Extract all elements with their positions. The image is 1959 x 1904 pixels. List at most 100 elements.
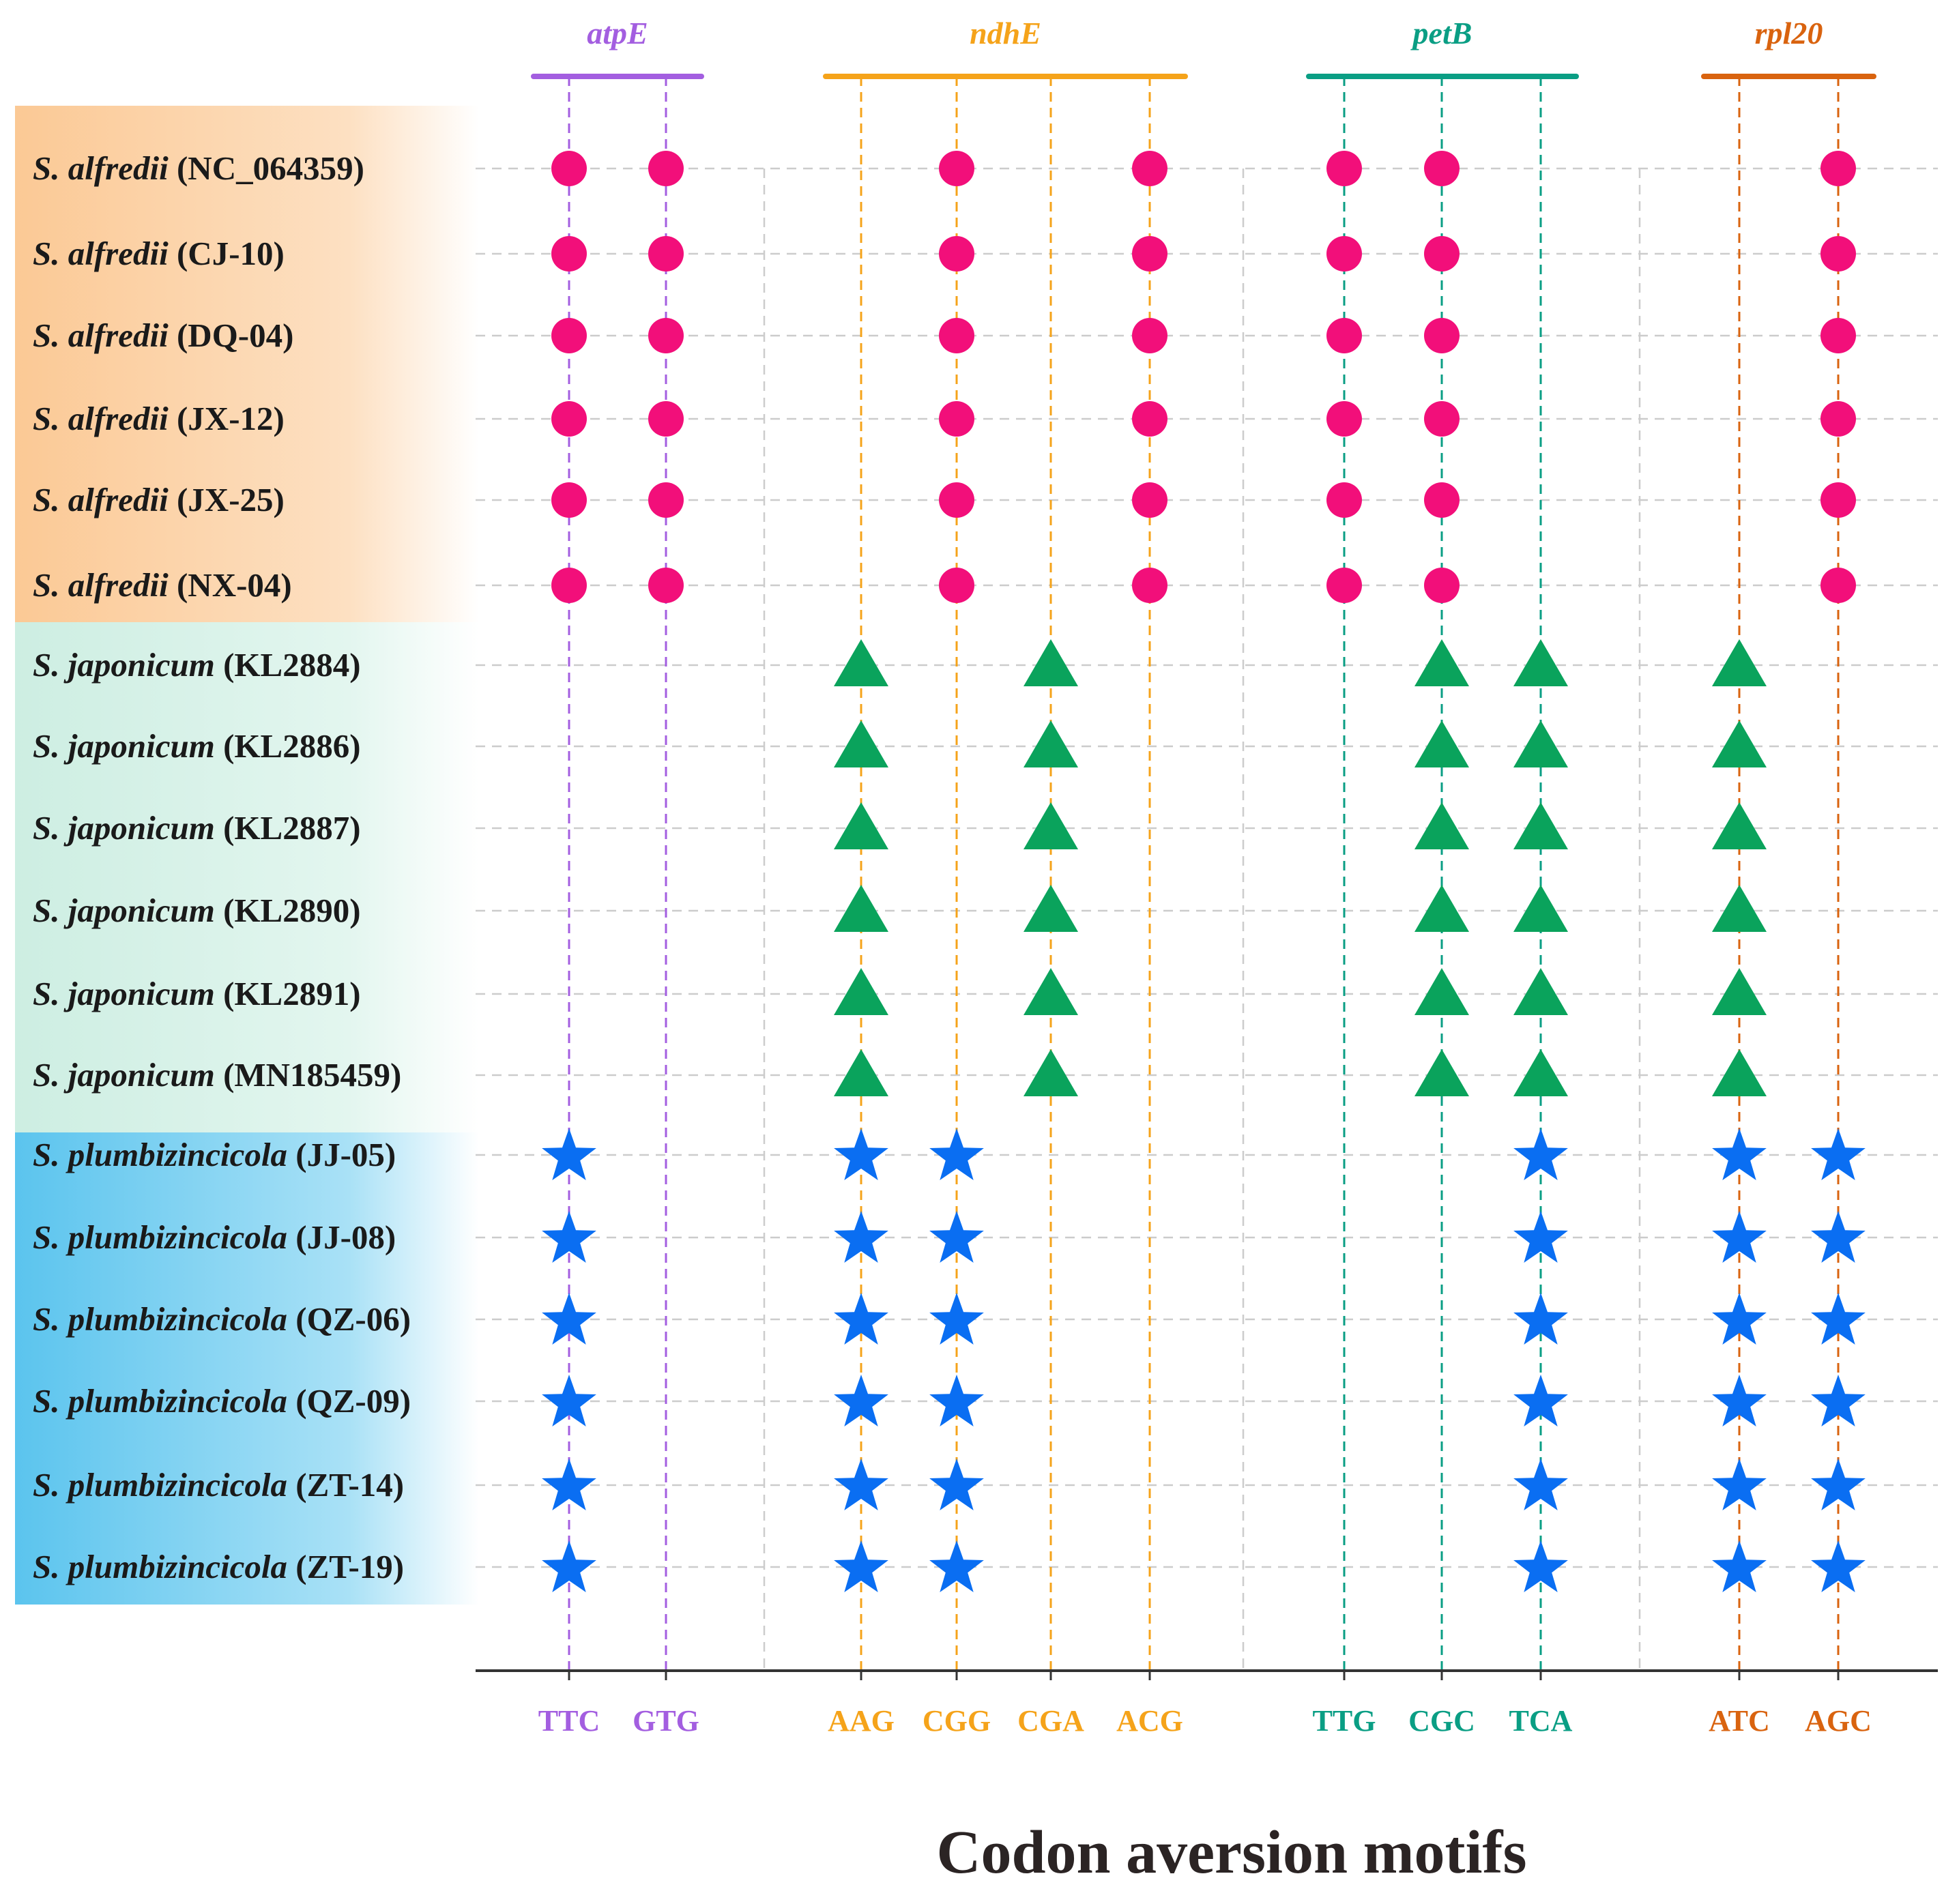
marker-JX-12-ACG xyxy=(1132,401,1167,437)
marker-NX-04-TTC xyxy=(551,568,587,603)
marker-ZT-14-ATC xyxy=(1712,1459,1767,1510)
species-name: S. japonicum xyxy=(33,892,215,929)
marker-CJ-10-CGC xyxy=(1424,236,1460,272)
marker-KL2887-ATC xyxy=(1712,802,1767,849)
marker-KL2891-CGC xyxy=(1414,968,1469,1015)
markers xyxy=(542,151,1866,1592)
marker-JX-25-GTG xyxy=(648,482,684,518)
marker-JX-12-TTC xyxy=(551,401,587,437)
row-label-NC_064359: S. alfredii (NC_064359) xyxy=(33,149,364,187)
species-name: S. alfredii xyxy=(33,317,169,354)
marker-DQ-04-AGC xyxy=(1820,318,1856,353)
x-axis xyxy=(476,1669,1938,1680)
species-name: S. plumbizincicola xyxy=(33,1136,287,1173)
row-label-KL2887: S. japonicum (KL2887) xyxy=(33,809,361,847)
marker-ZT-19-TTC xyxy=(542,1540,596,1592)
marker-JX-25-AGC xyxy=(1820,482,1856,518)
marker-QZ-06-TTC xyxy=(542,1293,596,1345)
row-label-CJ-10: S. alfredii (CJ-10) xyxy=(33,235,285,272)
sample-id: (KL2884) xyxy=(215,646,361,684)
marker-JJ-05-CGG xyxy=(929,1128,984,1180)
sample-id: (KL2886) xyxy=(215,727,361,765)
codon-label-AAG: AAG xyxy=(828,1704,895,1738)
gene-title-petB: petB xyxy=(1410,16,1472,50)
marker-KL2891-CGA xyxy=(1024,968,1078,1015)
marker-KL2886-CGC xyxy=(1414,720,1469,767)
marker-CJ-10-GTG xyxy=(648,236,684,272)
marker-KL2890-CGA xyxy=(1024,885,1078,932)
row-label-NX-04: S. alfredii (NX-04) xyxy=(33,566,292,604)
marker-DQ-04-GTG xyxy=(648,318,684,353)
sample-id: (DQ-04) xyxy=(169,317,294,354)
marker-ZT-14-AGC xyxy=(1811,1459,1866,1510)
codon-label-CGG: CGG xyxy=(923,1704,991,1738)
marker-JJ-08-ATC xyxy=(1712,1211,1767,1263)
marker-JX-12-CGG xyxy=(939,401,974,437)
codon-label-TTC: TTC xyxy=(538,1704,600,1738)
sample-id: (JX-25) xyxy=(169,481,285,518)
marker-NX-04-CGG xyxy=(939,568,974,603)
row-label-QZ-09: S. plumbizincicola (QZ-09) xyxy=(33,1382,411,1420)
marker-ZT-14-AAG xyxy=(834,1459,888,1510)
marker-MN185459-CGC xyxy=(1414,1049,1469,1096)
codon-label-TCA: TCA xyxy=(1509,1704,1573,1738)
marker-KL2891-TCA xyxy=(1513,968,1568,1015)
sample-id: (KL2890) xyxy=(215,892,361,929)
row-label-KL2884: S. japonicum (KL2884) xyxy=(33,646,361,684)
species-name: S. japonicum xyxy=(33,727,215,765)
gene-brackets: atpE ndhE petB rpl20 xyxy=(531,16,1876,79)
marker-JX-12-GTG xyxy=(648,401,684,437)
marker-JX-25-CGG xyxy=(939,482,974,518)
marker-DQ-04-TTC xyxy=(551,318,587,353)
marker-KL2890-ATC xyxy=(1712,885,1767,932)
group-band-1 xyxy=(15,622,479,1132)
marker-MN185459-TCA xyxy=(1513,1049,1568,1096)
row-label-ZT-14: S. plumbizincicola (ZT-14) xyxy=(33,1466,404,1504)
marker-KL2884-TCA xyxy=(1513,639,1568,686)
species-name: S. plumbizincicola xyxy=(33,1548,287,1585)
marker-KL2884-CGC xyxy=(1414,639,1469,686)
species-name: S. alfredii xyxy=(33,149,169,187)
marker-JX-25-TTC xyxy=(551,482,587,518)
marker-KL2884-AAG xyxy=(834,639,888,686)
sample-id: (MN185459) xyxy=(215,1056,402,1094)
marker-JJ-05-TTC xyxy=(542,1128,596,1180)
marker-KL2887-AAG xyxy=(834,802,888,849)
sample-id: (JX-12) xyxy=(169,400,285,437)
marker-KL2890-CGC xyxy=(1414,885,1469,932)
marker-ZT-19-AAG xyxy=(834,1540,888,1592)
marker-MN185459-ATC xyxy=(1712,1049,1767,1096)
sample-id: (CJ-10) xyxy=(169,235,285,272)
species-name: S. japonicum xyxy=(33,809,215,847)
sample-id: (KL2891) xyxy=(215,975,361,1012)
marker-ZT-19-AGC xyxy=(1811,1540,1866,1592)
marker-DQ-04-CGC xyxy=(1424,318,1460,353)
marker-ZT-19-ATC xyxy=(1712,1540,1767,1592)
gene-title-rpl20: rpl20 xyxy=(1755,16,1823,50)
group-band-2 xyxy=(15,1132,479,1605)
codon-guide-lines xyxy=(568,76,1840,1671)
group-band-0 xyxy=(15,106,479,622)
sample-id: (QZ-06) xyxy=(287,1300,411,1338)
marker-KL2886-ATC xyxy=(1712,720,1767,767)
marker-CJ-10-TTG xyxy=(1326,236,1362,272)
marker-CJ-10-TTC xyxy=(551,236,587,272)
marker-NX-04-GTG xyxy=(648,568,684,603)
codon-label-ATC: ATC xyxy=(1709,1704,1770,1738)
group-bands xyxy=(15,106,479,1605)
row-label-JX-12: S. alfredii (JX-12) xyxy=(33,400,285,437)
marker-NC_064359-ACG xyxy=(1132,151,1167,186)
gene-title-ndhE: ndhE xyxy=(970,16,1041,50)
row-label-KL2891: S. japonicum (KL2891) xyxy=(33,975,361,1012)
marker-DQ-04-ACG xyxy=(1132,318,1167,353)
marker-NC_064359-GTG xyxy=(648,151,684,186)
row-label-DQ-04: S. alfredii (DQ-04) xyxy=(33,317,293,354)
marker-KL2887-TCA xyxy=(1513,802,1568,849)
marker-KL2886-TCA xyxy=(1513,720,1568,767)
marker-NX-04-ACG xyxy=(1132,568,1167,603)
sample-id: (ZT-19) xyxy=(287,1548,404,1585)
marker-ZT-19-TCA xyxy=(1513,1540,1568,1592)
marker-QZ-09-TCA xyxy=(1513,1375,1568,1426)
row-label-MN185459: S. japonicum (MN185459) xyxy=(33,1056,401,1094)
